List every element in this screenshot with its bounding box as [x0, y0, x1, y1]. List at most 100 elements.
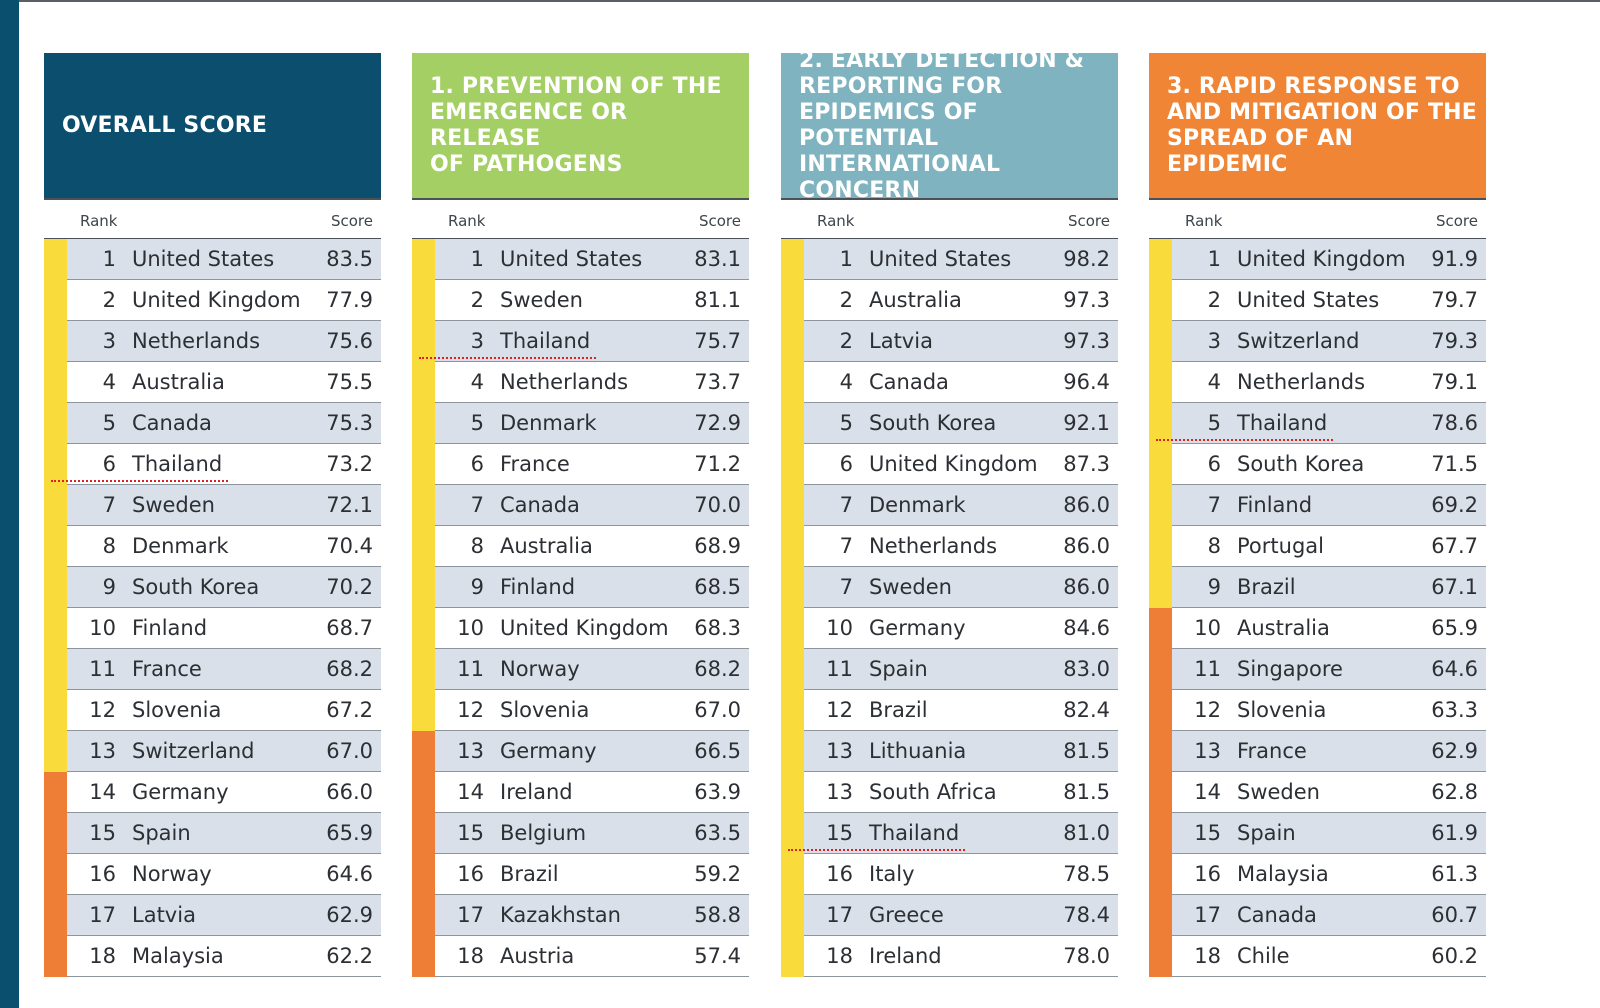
country-cell: Netherlands	[869, 534, 998, 558]
score-cell: 59.2	[694, 862, 741, 886]
country-cell: Thailand	[132, 452, 223, 476]
rank-cell: 4	[1207, 370, 1221, 394]
row-color-marker	[44, 854, 67, 895]
rank-cell: 7	[839, 493, 853, 517]
country-cell: United Kingdom	[500, 616, 669, 640]
row-color-marker	[412, 690, 435, 731]
row-color-marker	[781, 690, 804, 731]
highlight-underline	[788, 849, 966, 851]
score-cell: 68.2	[694, 657, 741, 681]
table-row: 15 Thailand 81.0	[781, 813, 1118, 854]
rank-cell: 18	[89, 944, 116, 968]
rank-cell: 1	[839, 247, 853, 271]
country-cell: Spain	[132, 821, 191, 845]
table-row: 4 Canada 96.4	[781, 362, 1118, 403]
top-border-line	[0, 0, 1600, 2]
panel-title: 1. PREVENTION OF THE EMERGENCE OR RELEAS…	[430, 73, 722, 177]
row-color-marker	[44, 731, 67, 772]
ranking-table: 1 United States 83.1 2 Sweden 81.1 3 Thailand 75…	[412, 239, 749, 977]
row-color-marker	[781, 608, 804, 649]
row-color-marker	[1149, 444, 1172, 485]
country-cell: Finland	[1237, 493, 1313, 517]
row-color-marker	[44, 690, 67, 731]
row-color-marker	[412, 649, 435, 690]
table-row: 6 United Kingdom 87.3	[781, 444, 1118, 485]
rank-cell: 17	[826, 903, 853, 927]
rank-cell: 2	[1207, 288, 1221, 312]
table-row: 13 Germany 66.5	[412, 731, 749, 772]
row-color-marker	[44, 567, 67, 608]
country-cell: Canada	[1237, 903, 1317, 927]
country-cell: Netherlands	[1237, 370, 1366, 394]
table-row: 1 United Kingdom 91.9	[1149, 239, 1486, 280]
rank-cell: 9	[1207, 575, 1221, 599]
row-color-marker	[412, 444, 435, 485]
rank-cell: 1	[470, 247, 484, 271]
country-cell: Chile	[1237, 944, 1290, 968]
table-row: 13 Switzerland 67.0	[44, 731, 381, 772]
row-color-marker	[781, 895, 804, 936]
country-cell: Canada	[869, 370, 949, 394]
row-color-marker	[781, 403, 804, 444]
country-cell: Canada	[132, 411, 212, 435]
row-color-marker	[1149, 731, 1172, 772]
country-cell: Slovenia	[1237, 698, 1327, 722]
score-cell: 67.1	[1431, 575, 1478, 599]
row-color-marker	[412, 772, 435, 813]
table-row: 2 United Kingdom 77.9	[44, 280, 381, 321]
table-row: 7 Sweden 86.0	[781, 567, 1118, 608]
row-color-marker	[44, 936, 67, 977]
rank-cell: 13	[826, 780, 853, 804]
country-cell: Malaysia	[1237, 862, 1329, 886]
score-cell: 83.1	[694, 247, 741, 271]
rank-cell: 2	[839, 329, 853, 353]
table-row: 16 Norway 64.6	[44, 854, 381, 895]
table-row: 5 Thailand 78.6	[1149, 403, 1486, 444]
row-color-marker	[412, 362, 435, 403]
rank-cell: 2	[470, 288, 484, 312]
row-color-marker	[412, 854, 435, 895]
country-cell: Australia	[500, 534, 593, 558]
table-row: 8 Portugal 67.7	[1149, 526, 1486, 567]
rank-cell: 14	[1194, 780, 1221, 804]
score-cell: 65.9	[1431, 616, 1478, 640]
country-cell: Netherlands	[132, 329, 261, 353]
rank-cell: 13	[89, 739, 116, 763]
score-column-header: Score	[1067, 212, 1110, 230]
table-row: 6 South Korea 71.5	[1149, 444, 1486, 485]
country-cell: France	[132, 657, 202, 681]
country-cell: United States	[500, 247, 643, 271]
row-color-marker	[412, 321, 435, 362]
row-color-marker	[44, 403, 67, 444]
country-cell: Denmark	[132, 534, 229, 558]
panel-prevention: 1. PREVENTION OF THE EMERGENCE OR RELEAS…	[412, 53, 749, 977]
table-row: 10 Germany 84.6	[781, 608, 1118, 649]
rank-cell: 4	[470, 370, 484, 394]
panel-title: OVERALL SCORE	[62, 112, 268, 138]
score-cell: 57.4	[694, 944, 741, 968]
country-cell: United Kingdom	[132, 288, 301, 312]
row-color-marker	[1149, 403, 1172, 444]
score-cell: 81.5	[1063, 780, 1110, 804]
left-accent-bar	[0, 0, 19, 1008]
row-color-marker	[781, 362, 804, 403]
country-cell: Australia	[869, 288, 962, 312]
score-cell: 67.0	[694, 698, 741, 722]
table-row: 4 Netherlands 73.7	[412, 362, 749, 403]
score-cell: 78.5	[1063, 862, 1110, 886]
rank-cell: 16	[826, 862, 853, 886]
row-color-marker	[1149, 895, 1172, 936]
table-row: 12 Slovenia 67.2	[44, 690, 381, 731]
table-row: 7 Denmark 86.0	[781, 485, 1118, 526]
row-color-marker	[781, 649, 804, 690]
score-cell: 79.1	[1431, 370, 1478, 394]
score-cell: 70.0	[694, 493, 741, 517]
rank-cell: 6	[1207, 452, 1221, 476]
rank-cell: 11	[1194, 657, 1221, 681]
panel-early-detection: 2. EARLY DETECTION & REPORTING FOR EPIDE…	[781, 48, 1118, 977]
table-row: 16 Italy 78.5	[781, 854, 1118, 895]
table-row: 18 Austria 57.4	[412, 936, 749, 977]
row-color-marker	[781, 485, 804, 526]
score-cell: 81.1	[694, 288, 741, 312]
ranking-table: 1 United States 98.2 2 Australia 97.3 2 Latvia 9…	[781, 239, 1118, 977]
